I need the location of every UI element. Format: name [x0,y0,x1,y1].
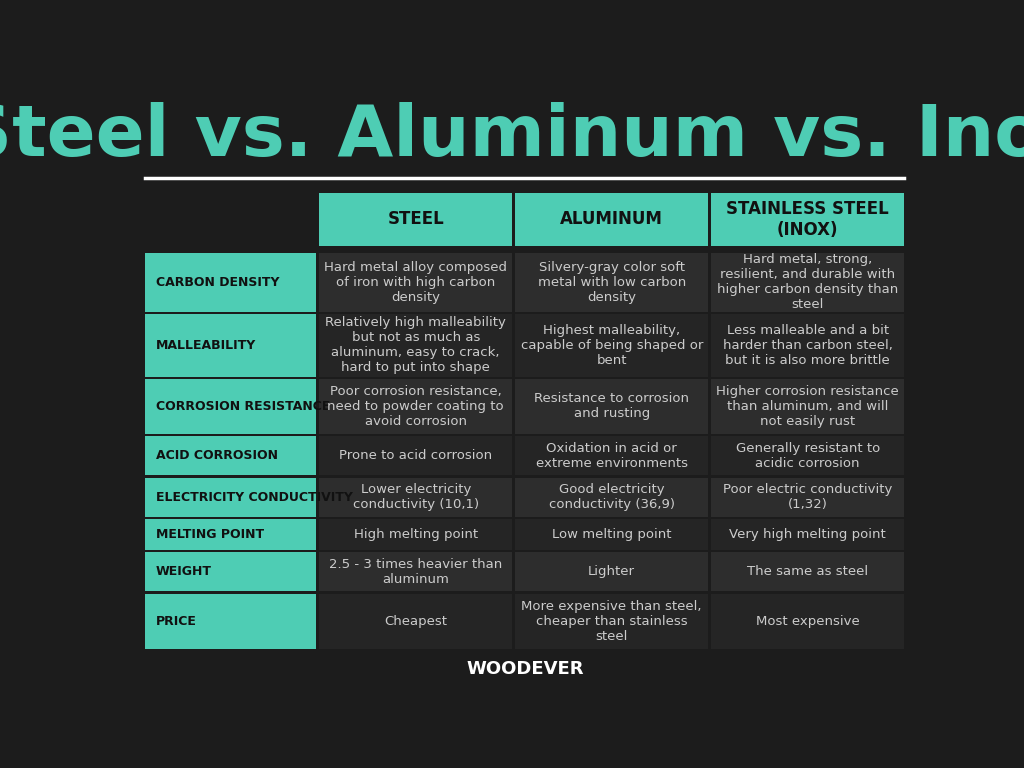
FancyBboxPatch shape [515,519,709,550]
FancyBboxPatch shape [712,193,904,246]
Text: Lower electricity
conductivity (10,1): Lower electricity conductivity (10,1) [352,483,479,511]
Text: ACID CORROSION: ACID CORROSION [156,449,278,462]
FancyBboxPatch shape [319,193,512,246]
FancyBboxPatch shape [712,552,904,591]
FancyBboxPatch shape [712,379,904,434]
FancyBboxPatch shape [515,594,709,649]
Text: Low melting point: Low melting point [552,528,672,541]
FancyBboxPatch shape [712,314,904,377]
Text: The same as steel: The same as steel [748,565,868,578]
FancyBboxPatch shape [712,478,904,517]
FancyBboxPatch shape [515,253,709,312]
Text: Less malleable and a bit
harder than carbon steel,
but it is also more brittle: Less malleable and a bit harder than car… [723,324,893,367]
FancyBboxPatch shape [145,478,316,517]
FancyBboxPatch shape [515,314,709,377]
FancyBboxPatch shape [515,193,709,246]
FancyBboxPatch shape [515,436,709,475]
FancyBboxPatch shape [712,253,904,312]
Text: Resistance to corrosion
and rusting: Resistance to corrosion and rusting [535,392,689,421]
Text: Poor corrosion resistance,
need to powder coating to
avoid corrosion: Poor corrosion resistance, need to powde… [328,385,504,428]
Text: Very high melting point: Very high melting point [729,528,886,541]
FancyBboxPatch shape [145,314,316,377]
Text: Relatively high malleability
but not as much as
aluminum, easy to crack,
hard to: Relatively high malleability but not as … [326,316,506,375]
FancyBboxPatch shape [145,552,316,591]
FancyBboxPatch shape [712,436,904,475]
Text: CARBON DENSITY: CARBON DENSITY [156,276,280,289]
Text: Generally resistant to
acidic corrosion: Generally resistant to acidic corrosion [735,442,880,470]
Text: Most expensive: Most expensive [756,614,859,627]
FancyBboxPatch shape [515,379,709,434]
Text: Poor electric conductivity
(1,32): Poor electric conductivity (1,32) [723,483,893,511]
Text: Good electricity
conductivity (36,9): Good electricity conductivity (36,9) [549,483,675,511]
FancyBboxPatch shape [712,519,904,550]
FancyBboxPatch shape [319,519,512,550]
Text: STAINLESS STEEL
(INOX): STAINLESS STEEL (INOX) [726,200,889,239]
Text: Cheapest: Cheapest [384,614,447,627]
Text: MELTING POINT: MELTING POINT [156,528,264,541]
Text: 2.5 - 3 times heavier than
aluminum: 2.5 - 3 times heavier than aluminum [329,558,503,586]
Text: Higher corrosion resistance
than aluminum, and will
not easily rust: Higher corrosion resistance than aluminu… [717,385,899,428]
FancyBboxPatch shape [145,594,316,649]
Text: Steel vs. Aluminum vs. Inox: Steel vs. Aluminum vs. Inox [0,102,1024,171]
Text: STEEL: STEEL [387,210,444,228]
FancyBboxPatch shape [712,594,904,649]
Text: PRICE: PRICE [156,614,197,627]
FancyBboxPatch shape [319,552,512,591]
FancyBboxPatch shape [319,436,512,475]
Text: Silvery-gray color soft
metal with low carbon
density: Silvery-gray color soft metal with low c… [538,261,686,304]
Text: CORROSION RESISTANCE: CORROSION RESISTANCE [156,400,330,413]
FancyBboxPatch shape [319,379,512,434]
Text: Prone to acid corrosion: Prone to acid corrosion [339,449,493,462]
Text: MALLEABILITY: MALLEABILITY [156,339,256,352]
Text: Hard metal alloy composed
of iron with high carbon
density: Hard metal alloy composed of iron with h… [325,261,507,304]
Text: WOODEVER: WOODEVER [466,660,584,677]
FancyBboxPatch shape [145,379,316,434]
FancyBboxPatch shape [319,253,512,312]
Text: ALUMINUM: ALUMINUM [560,210,664,228]
Text: Oxidation in acid or
extreme environments: Oxidation in acid or extreme environment… [536,442,688,470]
Text: Hard metal, strong,
resilient, and durable with
higher carbon density than
steel: Hard metal, strong, resilient, and durab… [717,253,898,311]
FancyBboxPatch shape [145,253,316,312]
Text: More expensive than steel,
cheaper than stainless
steel: More expensive than steel, cheaper than … [521,600,702,643]
FancyBboxPatch shape [319,478,512,517]
Text: WEIGHT: WEIGHT [156,565,212,578]
FancyBboxPatch shape [319,594,512,649]
Text: ELECTRICITY CONDUCTIVITY: ELECTRICITY CONDUCTIVITY [156,491,352,504]
FancyBboxPatch shape [515,478,709,517]
FancyBboxPatch shape [515,552,709,591]
FancyBboxPatch shape [319,314,512,377]
Text: Highest malleability,
capable of being shaped or
bent: Highest malleability, capable of being s… [520,324,702,367]
FancyBboxPatch shape [145,436,316,475]
Text: High melting point: High melting point [353,528,478,541]
FancyBboxPatch shape [145,519,316,550]
Text: Lighter: Lighter [588,565,635,578]
